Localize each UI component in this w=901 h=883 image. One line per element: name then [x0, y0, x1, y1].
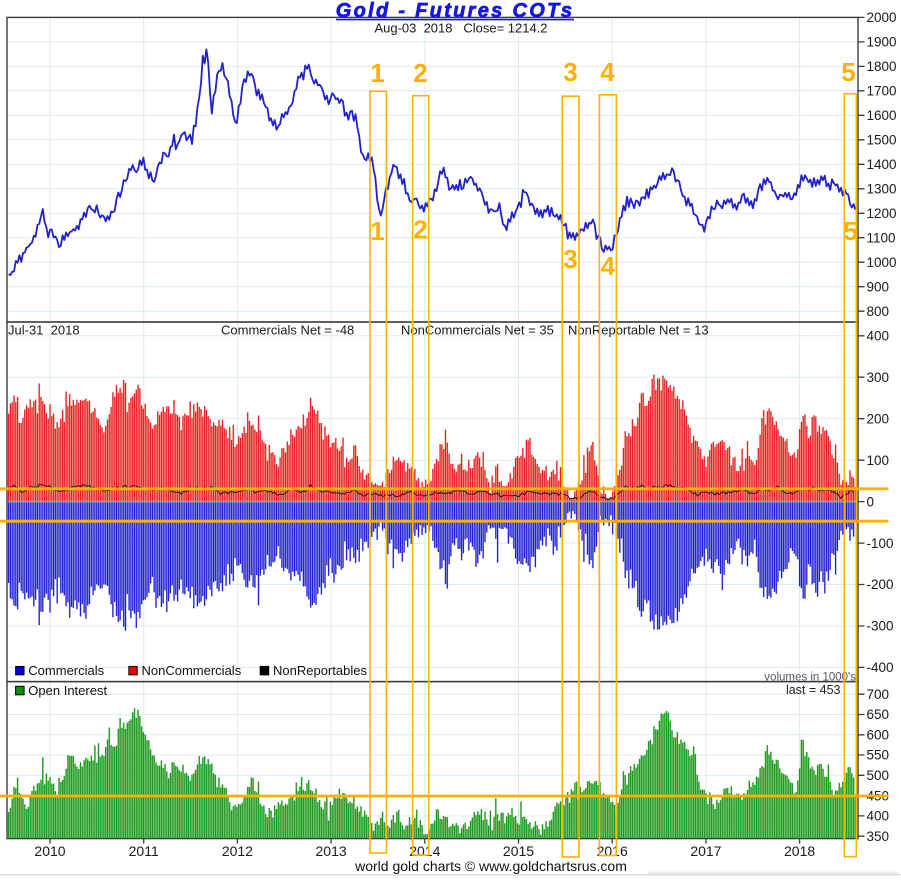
svg-text:NonReportables: NonReportables [273, 663, 367, 678]
svg-text:-100: -100 [867, 536, 894, 551]
svg-text:last = 453: last = 453 [786, 683, 841, 697]
svg-text:2010: 2010 [34, 843, 65, 859]
svg-text:500: 500 [867, 768, 890, 783]
svg-text:200: 200 [867, 411, 890, 426]
svg-text:1700: 1700 [867, 84, 897, 99]
svg-text:5: 5 [841, 57, 855, 87]
svg-text:world gold charts © www.goldch: world gold charts © www.goldchartsrus.co… [354, 858, 627, 874]
svg-text:-400: -400 [867, 660, 894, 675]
svg-text:2012: 2012 [222, 843, 253, 859]
svg-text:1500: 1500 [867, 133, 897, 148]
svg-text:5: 5 [843, 216, 857, 246]
svg-text:800: 800 [867, 304, 890, 319]
svg-text:100: 100 [867, 453, 890, 468]
svg-text:Open Interest: Open Interest [28, 683, 107, 698]
svg-text:400: 400 [867, 329, 890, 344]
svg-text:Jul-31 2018: Jul-31 2018 [8, 323, 80, 338]
svg-text:2014: 2014 [409, 843, 440, 859]
svg-text:700: 700 [867, 687, 890, 702]
svg-text:2000: 2000 [867, 10, 897, 25]
svg-text:-300: -300 [867, 619, 894, 634]
svg-text:2018: 2018 [784, 843, 815, 859]
svg-text:2013: 2013 [316, 843, 347, 859]
svg-text:900: 900 [867, 279, 890, 294]
svg-text:1200: 1200 [867, 206, 897, 221]
svg-text:600: 600 [867, 728, 890, 743]
svg-text:1400: 1400 [867, 157, 897, 172]
svg-text:3: 3 [563, 244, 577, 274]
svg-text:1: 1 [370, 216, 384, 246]
svg-text:Gold - Futures COTs: Gold - Futures COTs [336, 0, 575, 22]
svg-text:3: 3 [563, 57, 577, 87]
svg-text:4: 4 [600, 57, 615, 87]
svg-text:NonCommercials: NonCommercials [142, 663, 242, 678]
svg-text:-200: -200 [867, 577, 894, 592]
svg-text:2016: 2016 [597, 843, 628, 859]
svg-text:Aug-03 2018 Close= 1214.2: Aug-03 2018 Close= 1214.2 [374, 20, 547, 35]
svg-text:2: 2 [413, 215, 427, 245]
svg-text:1800: 1800 [867, 59, 897, 74]
svg-text:350: 350 [867, 829, 890, 844]
svg-text:1: 1 [370, 58, 384, 88]
svg-text:650: 650 [867, 707, 890, 722]
svg-text:4: 4 [601, 251, 616, 281]
svg-text:1300: 1300 [867, 182, 897, 197]
svg-text:1100: 1100 [867, 230, 896, 245]
svg-text:2015: 2015 [503, 843, 534, 859]
svg-text:Commercials: Commercials [28, 663, 104, 678]
svg-text:2011: 2011 [129, 843, 159, 859]
svg-text:NonCommercials Net = 35: NonCommercials Net = 35 [401, 323, 554, 338]
svg-text:1600: 1600 [867, 108, 897, 123]
svg-text:1900: 1900 [867, 35, 897, 50]
svg-text:2017: 2017 [690, 843, 721, 859]
svg-text:300: 300 [867, 370, 890, 385]
svg-text:550: 550 [867, 748, 890, 763]
svg-text:400: 400 [867, 809, 890, 824]
svg-text:2: 2 [413, 58, 427, 88]
svg-text:NonReportable Net = 13: NonReportable Net = 13 [568, 323, 709, 338]
svg-text:volumes in 1000's: volumes in 1000's [764, 672, 856, 684]
svg-text:Commercials Net = -48: Commercials Net = -48 [221, 323, 354, 338]
svg-text:0: 0 [867, 494, 875, 509]
svg-text:1000: 1000 [867, 255, 897, 270]
